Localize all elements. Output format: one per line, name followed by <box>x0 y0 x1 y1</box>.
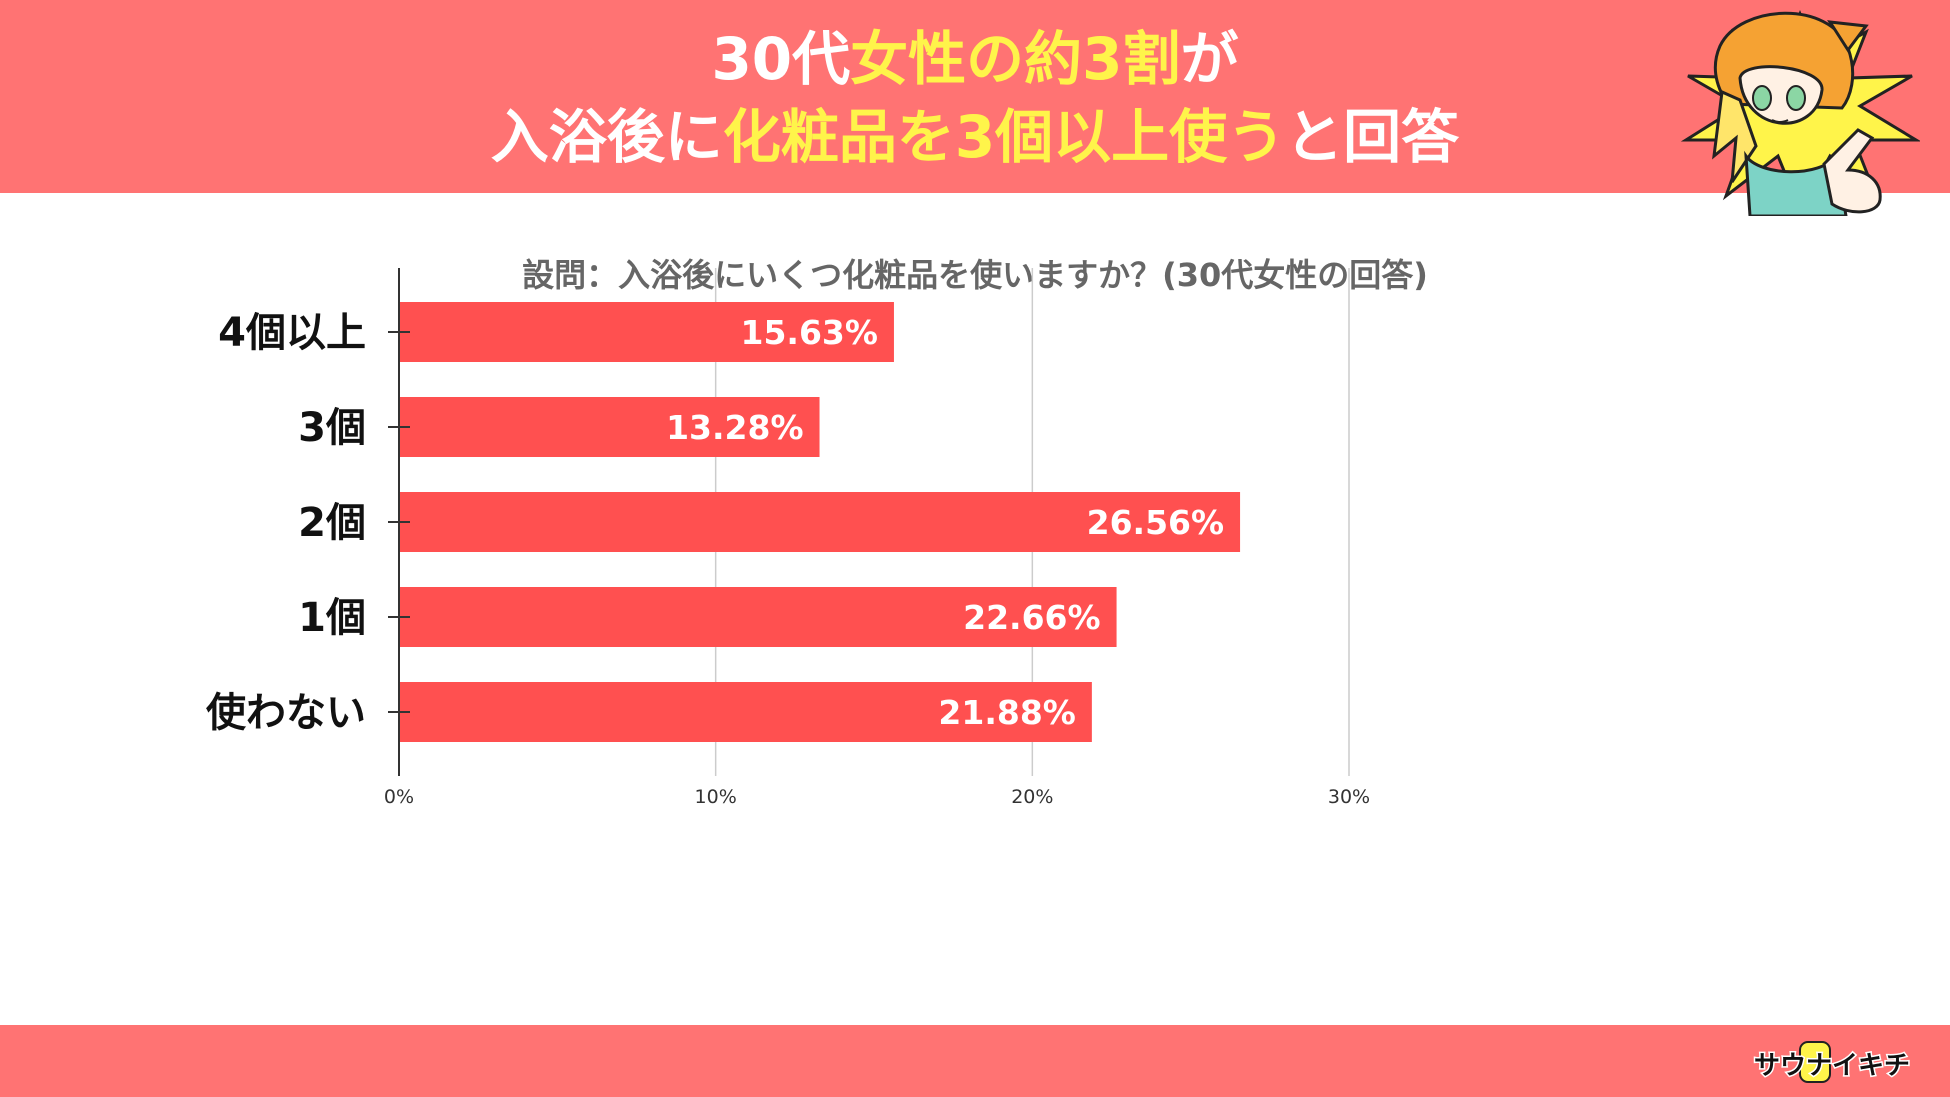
x-tick-label: 0% <box>384 786 414 808</box>
logo-mascot-face <box>1799 1041 1831 1083</box>
bar-value-label: 22.66% <box>963 598 1100 637</box>
site-logo: サウナイキチ <box>1752 1041 1912 1083</box>
category-label: 2個 <box>298 500 366 546</box>
x-tick-label: 30% <box>1328 786 1370 808</box>
bar <box>399 682 1092 742</box>
x-tick-label: 10% <box>695 786 737 808</box>
headline-line-2-segment-1-highlighted: 化粧品を3個以上使う <box>722 103 1286 171</box>
bar-value-label: 21.88% <box>938 693 1075 732</box>
bar <box>399 587 1117 647</box>
bar <box>399 492 1241 552</box>
category-label: 4個以上 <box>218 310 366 356</box>
headline-line-1-segment-2: が <box>1180 25 1239 93</box>
category-label: 使わない <box>206 690 366 736</box>
category-label: 1個 <box>298 595 366 641</box>
headline-line-2-segment-2: と回答 <box>1285 103 1460 171</box>
bar <box>399 302 894 362</box>
bar <box>399 397 820 457</box>
logo-text: サウナイキチ <box>1754 1051 1910 1081</box>
headline-line-2-segment-0: 入浴後に <box>490 103 723 171</box>
mascot-illustration <box>1680 10 1920 216</box>
bar-value-label: 13.28% <box>666 408 803 447</box>
x-tick-label: 20% <box>1011 786 1053 808</box>
headline-line-1-segment-1-highlighted: 女性の約3割 <box>850 25 1181 93</box>
headline-line-2: 入浴後に化粧品を3個以上使うと回答 <box>0 108 1950 166</box>
bar-value-label: 15.63% <box>740 313 877 352</box>
bar-value-label: 26.56% <box>1087 503 1224 542</box>
category-label: 3個 <box>298 405 366 451</box>
chart-subtitle: 設問：入浴後にいくつ化粧品を使いますか？(30代女性の回答) <box>522 256 1428 294</box>
headline-line-1-segment-0: 30代 <box>711 25 851 93</box>
footer-band <box>0 1025 1950 1097</box>
header-band: 30代女性の約3割が 入浴後に化粧品を3個以上使うと回答 <box>0 0 1950 193</box>
headline-line-1: 30代女性の約3割が <box>0 30 1950 88</box>
